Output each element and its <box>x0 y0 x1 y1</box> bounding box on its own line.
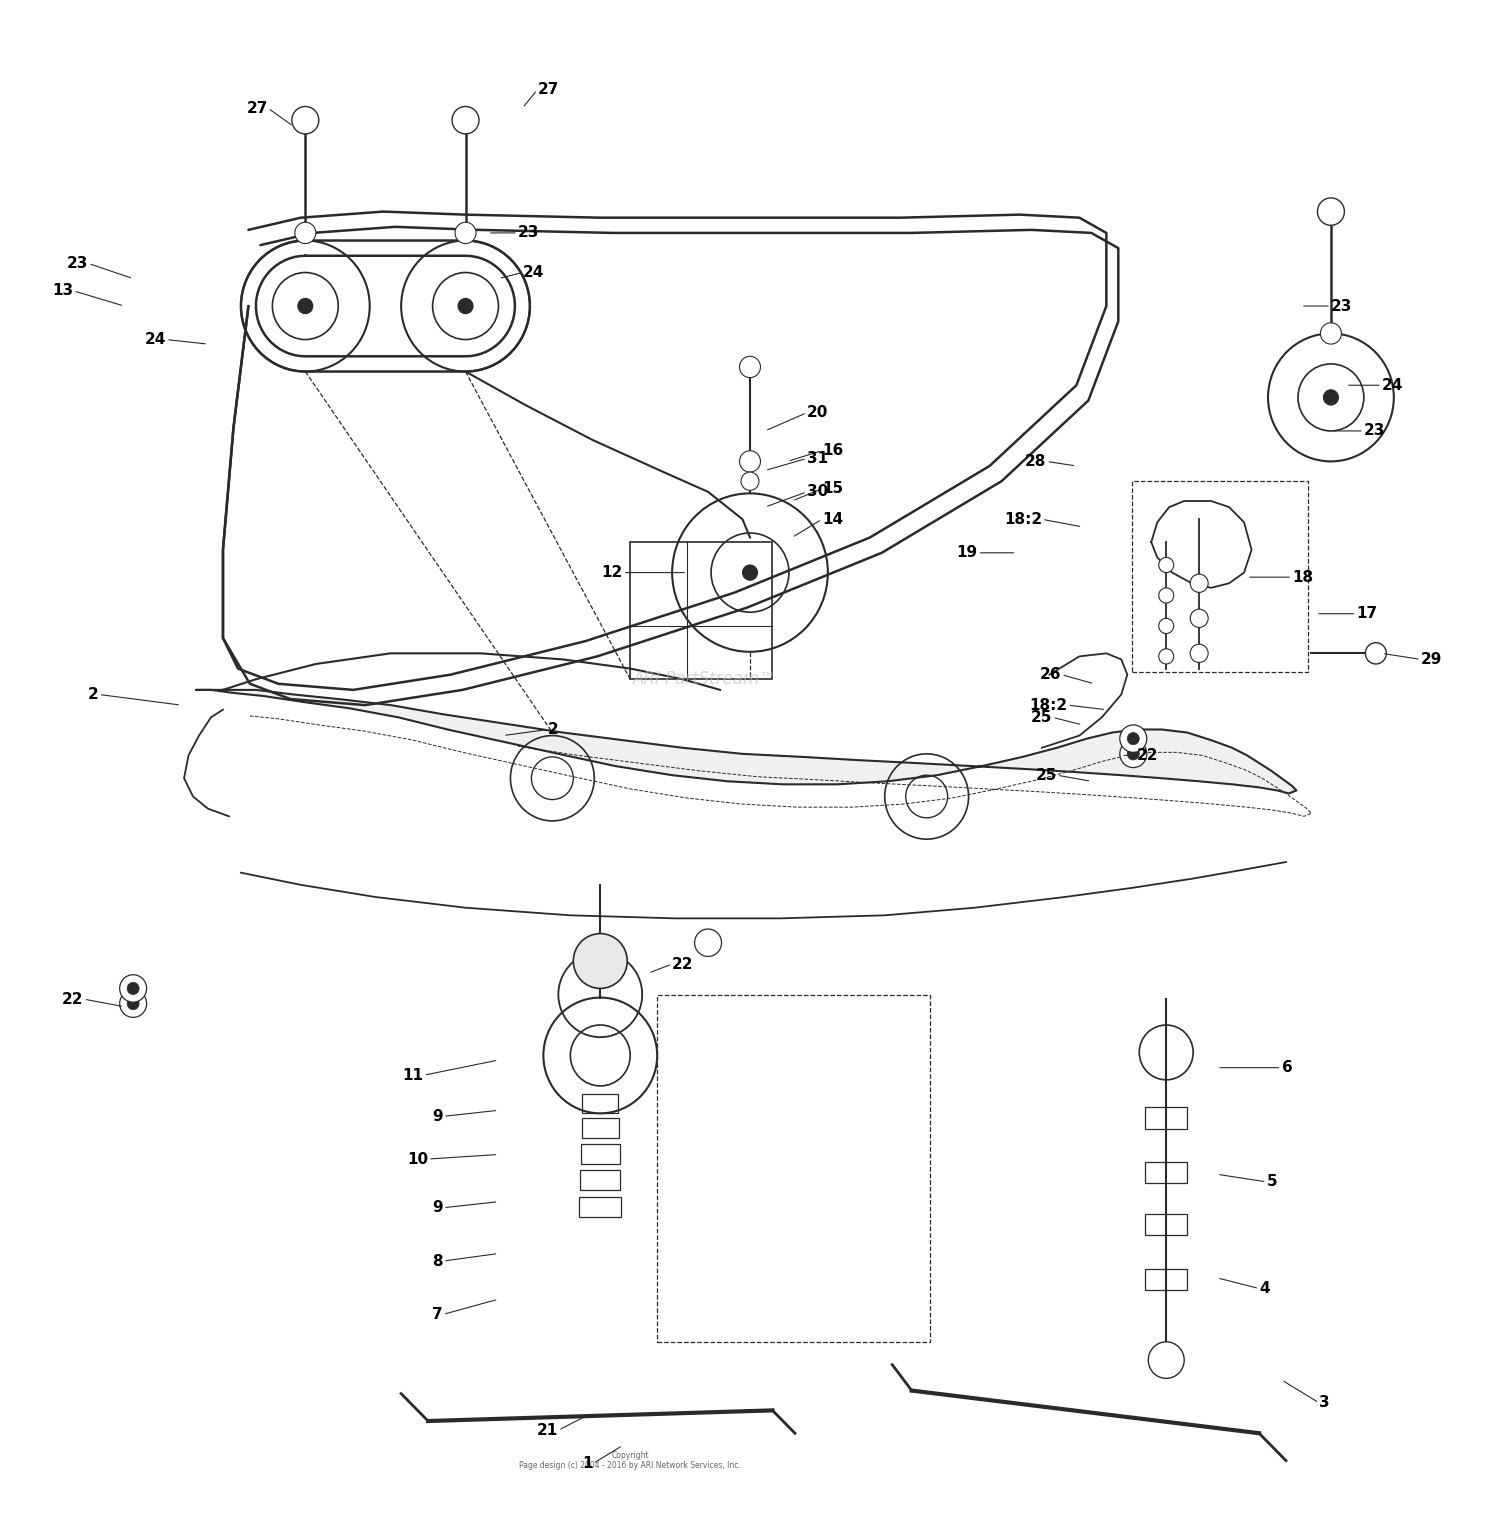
Text: 9: 9 <box>432 1201 442 1215</box>
Circle shape <box>1158 649 1173 664</box>
Circle shape <box>120 990 147 1018</box>
Circle shape <box>694 929 721 957</box>
Circle shape <box>1120 740 1148 768</box>
Circle shape <box>120 975 147 1003</box>
Text: 23: 23 <box>1330 299 1353 313</box>
Bar <box>1146 1108 1186 1129</box>
Circle shape <box>1317 198 1344 226</box>
Circle shape <box>741 472 759 490</box>
Text: 23: 23 <box>518 226 540 241</box>
Text: 14: 14 <box>822 511 843 526</box>
Bar <box>1146 1213 1186 1235</box>
Text: 24: 24 <box>144 333 166 346</box>
Text: 17: 17 <box>1356 606 1377 621</box>
Bar <box>630 542 772 679</box>
Text: 18:2: 18:2 <box>1004 511 1042 526</box>
Text: 23: 23 <box>1364 423 1384 438</box>
Bar <box>1146 1268 1186 1289</box>
Text: 22: 22 <box>672 957 693 972</box>
Circle shape <box>1158 557 1173 572</box>
Text: 7: 7 <box>432 1306 442 1322</box>
Circle shape <box>742 565 758 580</box>
Text: 27: 27 <box>246 101 268 116</box>
Circle shape <box>573 934 627 989</box>
Circle shape <box>298 299 314 314</box>
Text: 6: 6 <box>1281 1061 1293 1076</box>
Text: 20: 20 <box>807 406 828 420</box>
Circle shape <box>1149 1341 1184 1378</box>
Text: 8: 8 <box>432 1253 442 1268</box>
Text: 13: 13 <box>53 284 74 298</box>
Text: 16: 16 <box>822 443 843 458</box>
Text: 2: 2 <box>88 687 99 702</box>
Circle shape <box>1158 618 1173 633</box>
Text: 11: 11 <box>402 1068 423 1083</box>
Circle shape <box>1365 642 1386 664</box>
Text: 31: 31 <box>807 450 828 465</box>
Bar <box>1132 481 1308 671</box>
Circle shape <box>128 983 140 995</box>
Text: 21: 21 <box>537 1422 558 1437</box>
Text: 25: 25 <box>1035 768 1058 783</box>
Text: 26: 26 <box>1040 667 1062 682</box>
Text: 19: 19 <box>957 545 978 560</box>
Text: 4: 4 <box>1258 1280 1269 1296</box>
Text: 10: 10 <box>406 1152 427 1166</box>
Text: 22: 22 <box>62 992 84 1007</box>
Text: 23: 23 <box>68 256 88 272</box>
Text: 25: 25 <box>1030 710 1053 725</box>
Circle shape <box>1128 748 1140 760</box>
Text: 18: 18 <box>1292 569 1312 584</box>
Text: 5: 5 <box>1266 1175 1276 1189</box>
Circle shape <box>1190 644 1208 662</box>
Text: 1: 1 <box>582 1456 592 1471</box>
Bar <box>657 995 930 1341</box>
Circle shape <box>128 998 140 1010</box>
Text: 3: 3 <box>1318 1395 1329 1410</box>
Bar <box>582 1094 618 1114</box>
Bar <box>580 1144 620 1164</box>
Text: 30: 30 <box>807 484 828 499</box>
Circle shape <box>1320 324 1341 345</box>
Text: 24: 24 <box>522 266 544 281</box>
Circle shape <box>1190 609 1208 627</box>
Text: 24: 24 <box>1382 378 1402 392</box>
Polygon shape <box>196 690 1296 794</box>
Circle shape <box>740 450 760 472</box>
Circle shape <box>1128 732 1140 745</box>
Text: 28: 28 <box>1024 453 1047 468</box>
Circle shape <box>1323 389 1338 404</box>
Circle shape <box>454 223 476 244</box>
Bar <box>580 1170 621 1189</box>
Text: 22: 22 <box>1137 748 1158 763</box>
Bar <box>1146 1163 1186 1183</box>
Bar <box>582 1119 620 1138</box>
Text: 27: 27 <box>537 82 560 98</box>
Circle shape <box>452 107 478 134</box>
Text: 9: 9 <box>432 1109 442 1123</box>
Bar <box>579 1196 621 1216</box>
Text: Copyright
Page design (c) 2004 - 2016 by ARI Network Services, Inc.: Copyright Page design (c) 2004 - 2016 by… <box>519 1451 741 1471</box>
Text: 15: 15 <box>822 481 843 496</box>
Text: 29: 29 <box>1420 652 1442 667</box>
Text: ARI PartStream™: ARI PartStream™ <box>633 670 777 688</box>
Circle shape <box>1190 574 1208 592</box>
Circle shape <box>1158 588 1173 603</box>
Circle shape <box>292 107 320 134</box>
Text: 2: 2 <box>548 722 558 737</box>
Circle shape <box>740 356 760 377</box>
Text: 12: 12 <box>602 565 622 580</box>
Circle shape <box>1120 725 1148 752</box>
Circle shape <box>296 223 316 244</box>
Text: 18:2: 18:2 <box>1029 697 1068 713</box>
Circle shape <box>458 299 472 314</box>
